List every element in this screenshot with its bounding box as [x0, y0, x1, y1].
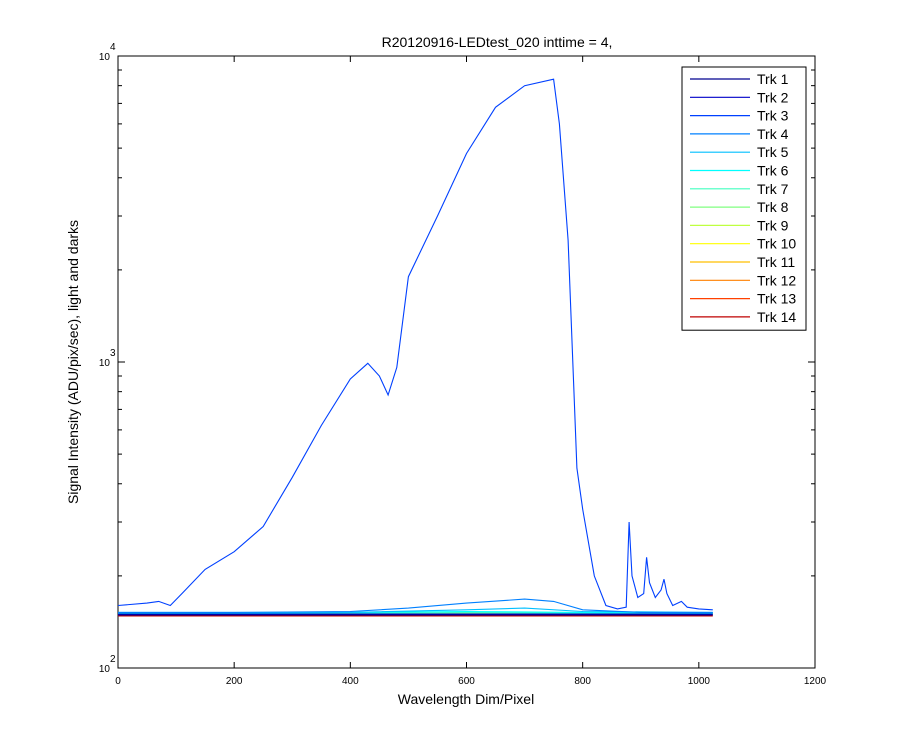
x-tick-label: 1200	[804, 676, 827, 687]
legend-label: Trk 1	[757, 71, 789, 87]
legend-label: Trk 11	[757, 254, 795, 270]
y-tick-label-exponent: 4	[110, 42, 116, 53]
x-axis-label: Wavelength Dim/Pixel	[398, 691, 534, 707]
x-tick-label: 1000	[688, 676, 711, 687]
x-tick-label: 400	[342, 676, 359, 687]
x-tick-label: 0	[115, 676, 121, 687]
legend-label: Trk 7	[757, 181, 789, 197]
series-line-trk-6	[118, 610, 713, 614]
legend-label: Trk 13	[757, 291, 796, 307]
legend-label: Trk 2	[757, 89, 789, 105]
x-tick-label: 200	[226, 676, 243, 687]
x-axis-ticks: 0 200 400 600 800 1000 1200	[115, 56, 827, 687]
y-axis-label: Signal Intensity (ADU/pix/sec), light an…	[65, 220, 81, 504]
legend-box	[681, 66, 807, 331]
legend: Trk 1 Trk 2 Trk 3 Trk 4 Trk 5 Trk 6 Trk 7 Trk 8…	[681, 66, 807, 331]
series-line-trk-3	[117, 78, 713, 611]
legend-label: Trk 3	[757, 108, 789, 124]
legend-label: Trk 8	[757, 199, 789, 215]
x-tick-label: 800	[574, 676, 591, 687]
legend-label: Trk 6	[757, 163, 789, 179]
x-tick-label: 600	[458, 676, 475, 687]
y-tick-label-base: 10	[99, 358, 111, 369]
y-tick-label-exponent: 2	[110, 654, 116, 665]
series-line-trk-4	[118, 598, 713, 613]
legend-label: Trk 14	[757, 309, 796, 325]
legend-label: Trk 10	[757, 236, 796, 252]
y-tick-label-exponent: 3	[110, 348, 116, 359]
legend-label: Trk 5	[757, 144, 789, 160]
chart-title: R20120916-LEDtest_020 inttime = 4,	[382, 34, 613, 50]
y-tick-label-base: 10	[99, 52, 111, 63]
legend-label: Trk 4	[757, 126, 789, 142]
series-layer	[117, 78, 713, 617]
y-tick-label-base: 10	[99, 664, 111, 675]
legend-label: Trk 12	[757, 272, 796, 288]
legend-label: Trk 9	[757, 217, 789, 233]
